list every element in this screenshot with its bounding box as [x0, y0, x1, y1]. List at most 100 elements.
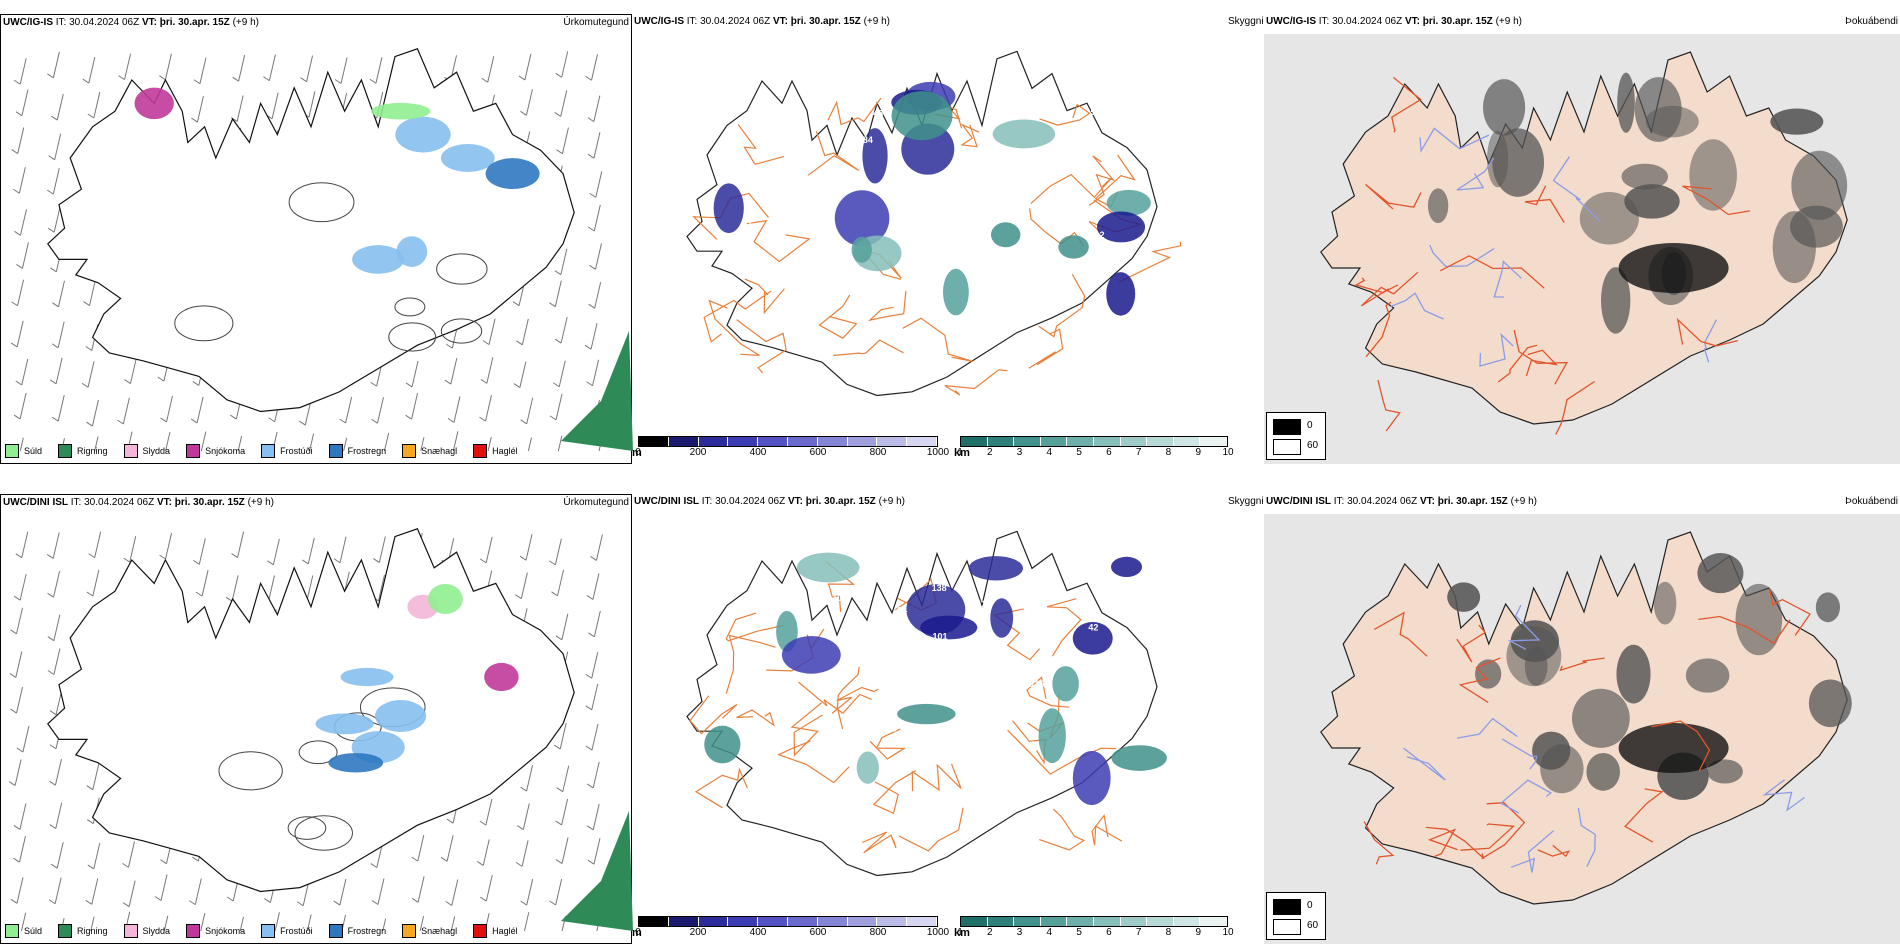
- colorbar-bin: [961, 437, 988, 446]
- road-line: [827, 97, 882, 126]
- road-line: [777, 740, 850, 784]
- fog-legend-bottom: 0 60: [1266, 892, 1326, 940]
- road-line: [1439, 255, 1545, 289]
- wind-barb: [586, 359, 600, 387]
- road-line: [1046, 598, 1082, 657]
- colorbar-tick: 9: [1195, 447, 1201, 458]
- wind-barb: [334, 57, 348, 84]
- colorbar-tick: 6: [1106, 927, 1112, 938]
- precip-area: [485, 158, 540, 190]
- colorbar-bin: [847, 917, 878, 926]
- colorbar-bin: [987, 917, 1015, 926]
- cloud-base-label: 71: [880, 183, 890, 193]
- glacier-outline: [294, 815, 353, 851]
- fog-area: [1618, 723, 1729, 773]
- colorbar-bin: [817, 917, 848, 926]
- fog-area: [1791, 150, 1848, 220]
- wind-barb: [479, 395, 492, 422]
- river-line: [1456, 157, 1495, 191]
- wind-barb: [515, 840, 529, 867]
- river-line: [1419, 127, 1490, 153]
- cloud-base-label: 78: [904, 652, 914, 662]
- cloud-base-label: 95: [952, 75, 962, 85]
- colorbar-tick: 600: [809, 927, 827, 938]
- wind-barb: [445, 879, 459, 906]
- cloud-base-label: 141: [982, 138, 997, 148]
- cloud-base-label: 58: [1020, 174, 1030, 184]
- cloud-base-label: 62: [1062, 201, 1072, 211]
- colorbar-bin: [847, 437, 878, 446]
- precip-area: [315, 713, 374, 735]
- road-line: [1426, 826, 1485, 859]
- wind-barb: [195, 569, 209, 597]
- colorbar-bin: [1173, 437, 1201, 446]
- iceland-coastline: [47, 48, 575, 413]
- cloud-base-colorbar: 0 200 400 600 800 1000 m: [632, 916, 949, 939]
- fog-panel-top: UWC/IG-IS IT: 30.04.2024 06Z VT: þri. 30…: [1264, 14, 1900, 464]
- legend-swatch: [261, 924, 276, 938]
- colorbar-bin: [787, 437, 818, 446]
- wind-barb: [382, 918, 387, 931]
- wind-barb: [554, 90, 568, 117]
- wind-barb: [411, 876, 425, 903]
- road-line: [1682, 185, 1751, 216]
- wind-barb: [584, 323, 598, 350]
- wind-barb: [230, 95, 244, 122]
- road-line: [689, 695, 738, 735]
- wind-barb: [587, 132, 601, 159]
- cloud-base-label: 124: [1023, 271, 1038, 281]
- legend-label: Slydda: [142, 446, 171, 456]
- wind-barb: [160, 395, 173, 423]
- colorbar-bin: [877, 917, 908, 926]
- visibility-title: Skyggni: [1228, 496, 1264, 507]
- colorbar-bin: [1014, 917, 1041, 926]
- iceland-cloud-base-map: 128 157 121 124 62 58 51 55 90 92 113 68 48 84 112 95 71…: [686, 50, 1182, 397]
- cloud-base-label: 109: [832, 593, 847, 603]
- wind-barb: [589, 243, 602, 270]
- cloud-area: [1106, 272, 1136, 316]
- cloud-base-label: 119: [768, 590, 783, 600]
- precip-type-panel-top: UWC/IG-IS IT: 30.04.2024 06Z VT: þri. 30…: [0, 14, 633, 464]
- road-line: [1513, 329, 1569, 385]
- colorbar-tick: 800: [869, 447, 887, 458]
- legend-item-frostregn: Frostregn: [328, 444, 387, 458]
- wind-barb: [82, 56, 96, 84]
- wind-barb: [405, 360, 419, 388]
- iceland-fog-map: [1264, 34, 1900, 464]
- wind-barb: [300, 55, 314, 83]
- glacier-outline: [287, 816, 327, 840]
- colorbar-tick: 5: [1076, 927, 1082, 938]
- cloud-base-label: 116: [1030, 679, 1045, 689]
- wind-barb: [587, 95, 601, 123]
- legend-label: Frostregn: [347, 446, 387, 456]
- panel-title: Úrkomutegund: [563, 497, 629, 508]
- cloud-base-label: 86: [894, 610, 904, 620]
- wind-barb: [549, 393, 563, 421]
- cloud-base-label: 55: [1091, 107, 1101, 117]
- wind-barb: [48, 877, 62, 905]
- fog-area: [1492, 128, 1545, 197]
- wind-barb: [480, 357, 494, 384]
- legend-item-rigning: Rigning: [58, 444, 108, 458]
- panel-header: UWC/DINI ISL IT: 30.04.2024 06Z VT: þri.…: [3, 495, 629, 511]
- road-line: [902, 317, 974, 363]
- road-line: [911, 763, 962, 792]
- wind-barb: [47, 51, 60, 79]
- legend-swatch: [328, 444, 343, 458]
- wind-barb: [527, 437, 532, 451]
- colorbar-tick: 400: [749, 447, 767, 458]
- precip-area: [328, 753, 384, 773]
- legend-label: Snæhagl: [421, 926, 458, 936]
- wind-barb: [585, 683, 599, 711]
- colorbar-ticks: 0 200 400 600 800 1000: [635, 447, 949, 459]
- legend-label: Súld: [24, 446, 43, 456]
- road-line: [1458, 657, 1501, 703]
- fog-area: [1808, 679, 1852, 728]
- wind-barb: [587, 838, 601, 865]
- colorbar-tick: 3: [1016, 927, 1023, 938]
- legend-label: Rigning: [77, 926, 108, 936]
- wind-barb: [549, 878, 563, 906]
- cloud-area: [968, 556, 1023, 581]
- cloud-area: [1106, 189, 1151, 216]
- wind-barb: [239, 916, 244, 931]
